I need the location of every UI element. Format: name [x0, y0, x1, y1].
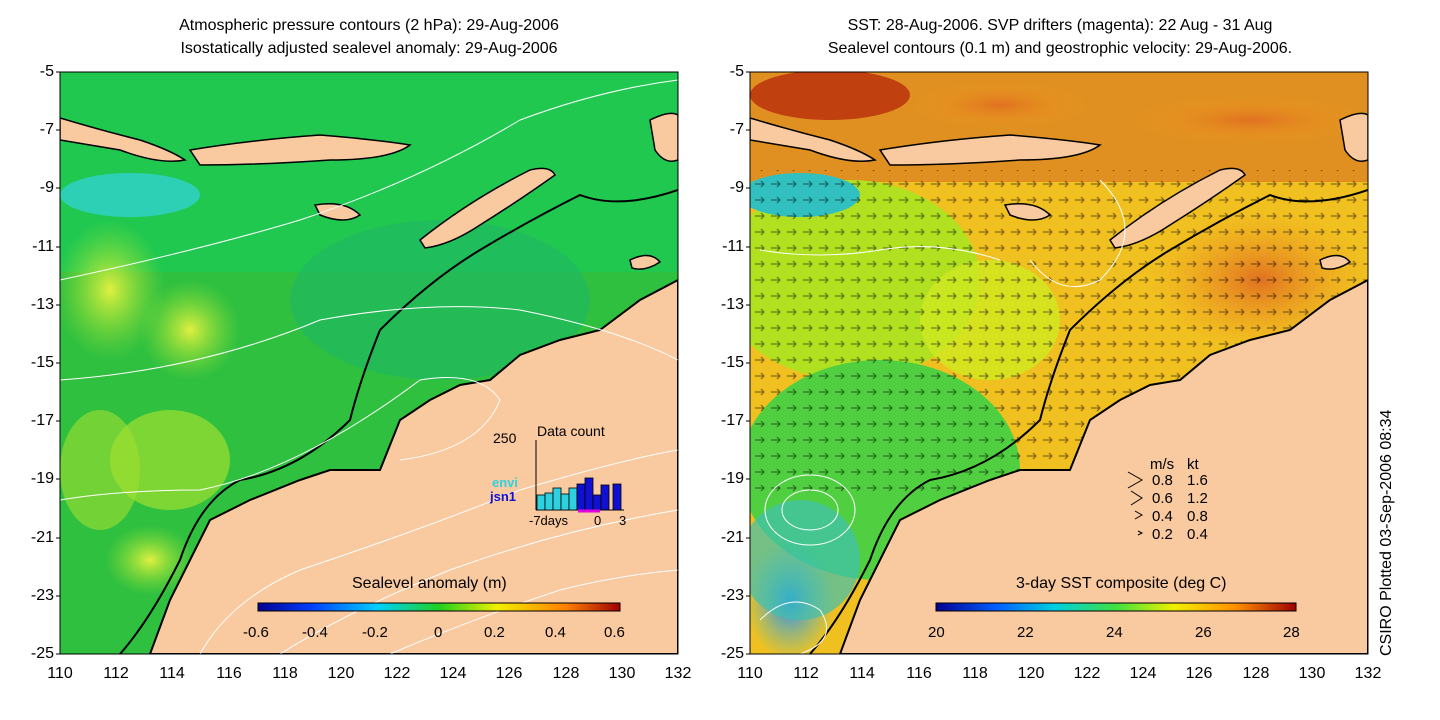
- right-lat-tick: -15: [720, 354, 744, 371]
- inset-xlabel: 3: [619, 513, 627, 528]
- right-lon-tick: 114: [849, 665, 875, 682]
- right-lon-tick: 124: [1129, 665, 1157, 682]
- left-lon-tick: 124: [439, 665, 467, 682]
- right-lon-tick: 126: [1185, 665, 1213, 682]
- right-colorbar-tick: 24: [1106, 624, 1123, 641]
- right-lon-tick: 112: [793, 665, 819, 682]
- right-title-line2: Sealevel contours (0.1 m) and geostrophi…: [827, 40, 1293, 57]
- velocity-legend-kt: 0.4: [1187, 526, 1208, 543]
- left-lat-tick: -13: [30, 296, 54, 313]
- left-colorbar-tick: -0.2: [362, 624, 388, 641]
- plot-credit: CSIRO Plotted 03-Sep-2006 08:34: [1378, 409, 1395, 656]
- inset-series-jsn1: jsn1: [490, 489, 517, 504]
- right-lat-tick: -19: [720, 470, 744, 487]
- velocity-legend-kt: 0.8: [1187, 508, 1208, 525]
- left-lon-tick: 128: [552, 665, 580, 682]
- left-lon-tick: 118: [272, 665, 298, 682]
- right-lat-tick: -5: [729, 63, 744, 80]
- left-colorbar-label: Sealevel anomaly (m): [352, 575, 507, 592]
- right-lat-tick: -9: [729, 179, 744, 196]
- right-lon-tick: 128: [1242, 665, 1270, 682]
- axis-tick-marks: [56, 71, 750, 655]
- left-lat-tick: -15: [30, 354, 54, 371]
- right-colorbar-tick: 22: [1017, 624, 1034, 641]
- right-colorbar-tick: 20: [928, 624, 945, 641]
- left-colorbar-tick: 0: [434, 624, 443, 641]
- velocity-legend-kt: 1.2: [1187, 490, 1208, 507]
- left-lat-tick: -7: [39, 121, 54, 138]
- left-lon-tick: 126: [495, 665, 523, 682]
- left-colorbar-tick: -0.4: [302, 624, 328, 641]
- left-lat-tick: -9: [39, 179, 54, 196]
- data-count-inset: [535, 440, 624, 513]
- right-lon-tick: 130: [1298, 665, 1326, 682]
- left-map: [60, 72, 678, 654]
- inset-title: Data count: [537, 423, 605, 439]
- velocity-legend-kt: 1.6: [1187, 472, 1208, 489]
- right-colorbar-label: 3-day SST composite (deg C): [1016, 575, 1227, 592]
- left-lon-tick: 120: [327, 665, 355, 682]
- left-title-line1: Atmospheric pressure contours (2 hPa): 2…: [179, 17, 559, 34]
- left-lon-tick: 116: [216, 665, 242, 682]
- left-lat-tick: -23: [30, 587, 54, 604]
- left-lon-tick: 112: [103, 665, 129, 682]
- right-lat-tick: -25: [720, 645, 744, 662]
- inset-ymax-label: 250: [493, 430, 517, 446]
- right-lat-tick: -13: [720, 296, 744, 313]
- right-lon-tick: 116: [906, 665, 932, 682]
- left-lon-tick: 122: [383, 665, 411, 682]
- right-lon-tick: 120: [1017, 665, 1045, 682]
- right-lat-tick: -23: [720, 587, 744, 604]
- right-colorbar: [935, 602, 1297, 612]
- right-lat-tick: -11: [722, 238, 744, 255]
- right-lat-tick: -17: [720, 412, 744, 429]
- velocity-legend-ms: 0.6: [1152, 490, 1173, 507]
- inset-xlabel: 0: [594, 513, 602, 528]
- inset-series-envi: envi: [492, 475, 519, 490]
- left-lon-tick: 132: [664, 665, 692, 682]
- velocity-legend-ms: 0.4: [1152, 508, 1173, 525]
- left-lon-tick: 130: [608, 665, 636, 682]
- left-lat-tick: -25: [30, 645, 54, 662]
- left-colorbar-tick: 0.2: [484, 624, 505, 641]
- left-colorbar: [257, 602, 621, 612]
- right-lon-tick: 110: [737, 665, 763, 682]
- velocity-legend-ms: 0.2: [1152, 526, 1173, 543]
- left-colorbar-tick: -0.6: [243, 624, 269, 641]
- right-lon-tick: 122: [1073, 665, 1101, 682]
- velocity-legend-header-kt: kt: [1187, 456, 1199, 473]
- velocity-legend-ms: 0.8: [1152, 472, 1173, 489]
- left-colorbar-tick: 0.4: [545, 624, 566, 641]
- left-lat-tick: -21: [30, 529, 54, 546]
- right-map: [750, 72, 1368, 654]
- right-lon-tick: 132: [1354, 665, 1382, 682]
- right-title-line1: SST: 28-Aug-2006. SVP drifters (magenta)…: [847, 17, 1273, 34]
- velocity-legend-arrows: [1127, 471, 1144, 536]
- right-lon-tick: 118: [962, 665, 988, 682]
- right-lat-tick: -7: [729, 121, 744, 138]
- left-title-line2: Isostatically adjusted sealevel anomaly:…: [180, 40, 558, 57]
- right-colorbar-tick: 26: [1195, 624, 1212, 641]
- left-lat-tick: -17: [30, 412, 54, 429]
- right-colorbar-tick: 28: [1283, 624, 1300, 641]
- left-lat-tick: -19: [30, 470, 54, 487]
- velocity-legend-header-ms: m/s: [1150, 456, 1175, 473]
- left-lat-tick: -11: [32, 238, 54, 255]
- right-lat-tick: -21: [720, 529, 744, 546]
- inset-xlabel: -7days: [529, 513, 569, 528]
- left-lon-tick: 110: [47, 665, 73, 682]
- left-colorbar-tick: 0.6: [604, 624, 625, 641]
- left-lon-tick: 114: [159, 665, 185, 682]
- left-lat-tick: -5: [39, 63, 54, 80]
